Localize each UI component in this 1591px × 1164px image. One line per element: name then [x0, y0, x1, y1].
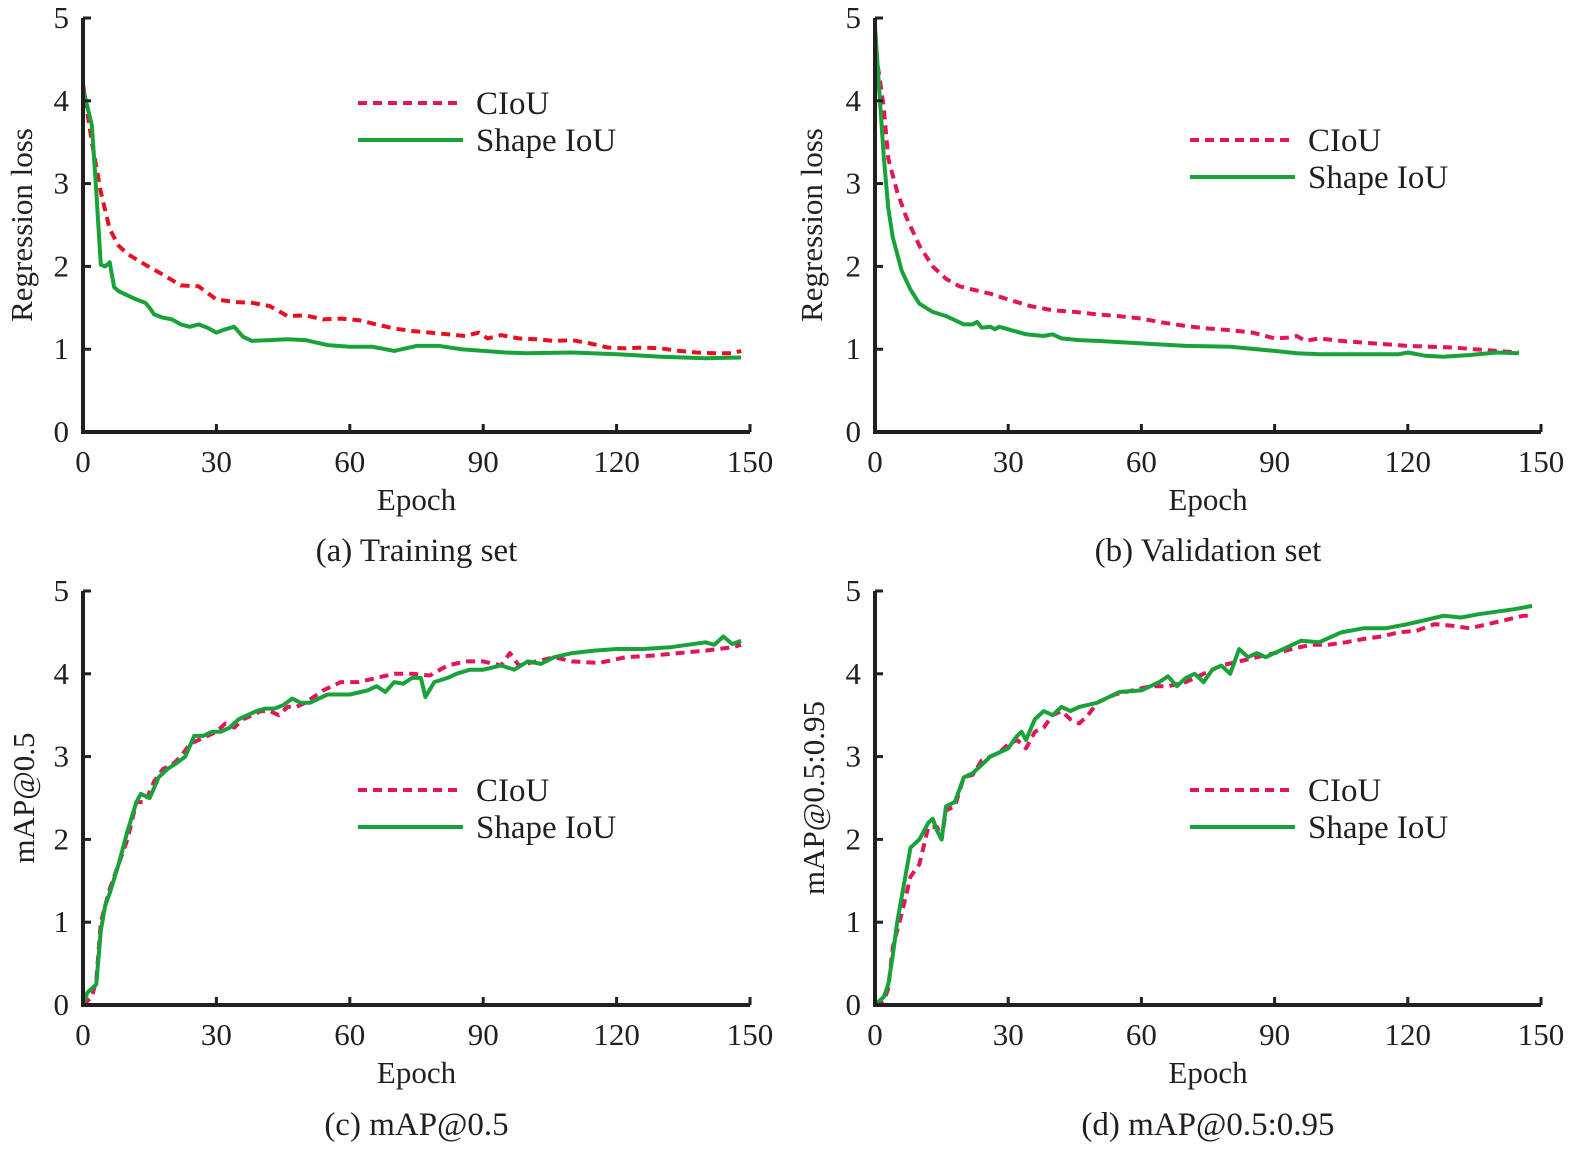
- series-line-ciou: [873, 50, 1519, 355]
- x-tick-label: 90: [1259, 1017, 1290, 1052]
- axis-frame: [873, 591, 1541, 1007]
- x-tick-label: 90: [468, 1017, 499, 1052]
- legend: CIoU Shape IoU: [1190, 773, 1448, 846]
- chart-panel-map50-95: 0 30 60 90 120 150 0 1 2 3 4 5 mAP@0.5:0.95 Epoch (…: [796, 573, 1564, 1143]
- y-tick-label: 2: [54, 821, 70, 856]
- y-tick-label: 5: [54, 573, 70, 608]
- series-line-shape-iou: [873, 26, 1519, 359]
- y-axis-label: mAP@0.5: [6, 732, 41, 863]
- axes: 0 30 60 90 120 150 0 1 2 3 4 5: [846, 573, 1565, 1052]
- x-tick-label: 150: [727, 1017, 774, 1052]
- legend-label-shape-iou: Shape IoU: [1308, 810, 1448, 846]
- y-axis-label: mAP@0.5:0.95: [796, 701, 831, 895]
- y-tick-label: 3: [846, 166, 862, 201]
- y-tick-label: 1: [54, 904, 70, 939]
- plot-area: [873, 603, 1533, 1007]
- x-tick-label: 60: [1126, 1017, 1157, 1052]
- series-line-ciou: [81, 642, 742, 1007]
- axis-frame: [81, 591, 750, 1007]
- x-axis-label: Epoch: [1168, 482, 1248, 517]
- x-tick-label: 60: [334, 1017, 365, 1052]
- y-tick-label: 1: [54, 331, 70, 366]
- legend: CIoU Shape IoU: [358, 773, 616, 846]
- y-tick-label: 1: [846, 331, 862, 366]
- x-tick-label: 60: [1126, 444, 1157, 479]
- y-tick-label: 4: [846, 83, 862, 118]
- panel-caption: (b) Validation set: [1095, 533, 1322, 569]
- x-tick-label: 30: [201, 444, 232, 479]
- axis-frame: [81, 18, 750, 434]
- y-tick-label: 5: [54, 0, 70, 35]
- y-tick-label: 3: [846, 739, 862, 774]
- y-tick-label: 4: [54, 656, 70, 691]
- x-tick-label: 120: [1385, 1017, 1432, 1052]
- x-tick-label: 60: [334, 444, 365, 479]
- series-line-shape-iou: [873, 603, 1533, 1007]
- y-tick-label: 0: [54, 414, 70, 449]
- x-tick-label: 120: [593, 1017, 640, 1052]
- plot-area: [873, 26, 1519, 359]
- x-tick-label: 150: [1518, 444, 1565, 479]
- y-axis-label: Regression loss: [794, 128, 829, 322]
- y-tick-label: 5: [846, 0, 862, 35]
- chart-panel-training-set: 0 30 60 90 120 150 0 1 2 3 4 5 Regression loss Epoc…: [4, 0, 773, 569]
- y-tick-label: 2: [54, 248, 70, 283]
- x-axis-label: Epoch: [1168, 1055, 1248, 1090]
- x-tick-label: 30: [993, 1017, 1024, 1052]
- y-tick-label: 2: [846, 821, 862, 856]
- x-tick-label: 90: [468, 444, 499, 479]
- x-tick-label: 0: [867, 444, 883, 479]
- legend-label-shape-iou: Shape IoU: [476, 123, 616, 159]
- axes: 0 30 60 90 120 150 0 1 2 3 4 5: [54, 573, 774, 1052]
- legend: CIoU Shape IoU: [1190, 123, 1448, 196]
- y-tick-label: 0: [846, 414, 862, 449]
- y-tick-label: 1: [846, 904, 862, 939]
- chart-panel-validation-set: 0 30 60 90 120 150 0 1 2 3 4 5 Regression loss Epoc…: [794, 0, 1564, 569]
- axis-frame: [873, 18, 1541, 434]
- legend-label-ciou: CIoU: [476, 773, 550, 809]
- series-line-shape-iou: [81, 634, 742, 1006]
- panel-caption: (d) mAP@0.5:0.95: [1081, 1107, 1334, 1143]
- legend-label-ciou: CIoU: [476, 86, 550, 122]
- y-tick-label: 0: [846, 987, 862, 1022]
- x-tick-label: 0: [75, 1017, 91, 1052]
- legend: CIoU Shape IoU: [358, 86, 616, 159]
- y-tick-label: 3: [54, 166, 70, 201]
- x-tick-label: 0: [867, 1017, 883, 1052]
- y-tick-label: 4: [846, 656, 862, 691]
- legend-label-shape-iou: Shape IoU: [1308, 160, 1448, 196]
- panel-caption: (c) mAP@0.5: [324, 1107, 508, 1143]
- y-axis-label: Regression loss: [4, 128, 39, 322]
- x-tick-label: 90: [1259, 444, 1290, 479]
- y-tick-label: 2: [846, 248, 862, 283]
- x-tick-label: 120: [593, 444, 640, 479]
- y-tick-label: 5: [846, 573, 862, 608]
- x-tick-label: 0: [75, 444, 91, 479]
- x-tick-label: 120: [1385, 444, 1432, 479]
- axes: 0 30 60 90 120 150 0 1 2 3 4 5: [846, 0, 1565, 479]
- series-line-ciou: [81, 83, 742, 356]
- legend-label-ciou: CIoU: [1308, 773, 1382, 809]
- chart-panel-map50: 0 30 60 90 120 150 0 1 2 3 4 5 mAP@0.5 Epoch (c) mA…: [6, 573, 773, 1143]
- x-tick-label: 150: [1518, 1017, 1565, 1052]
- x-axis-label: Epoch: [377, 1055, 457, 1090]
- y-tick-label: 4: [54, 83, 70, 118]
- panel-caption: (a) Training set: [316, 533, 518, 569]
- y-tick-label: 3: [54, 739, 70, 774]
- axes: 0 30 60 90 120 150 0 1 2 3 4 5: [54, 0, 774, 479]
- plot-area: [81, 83, 742, 361]
- x-tick-label: 30: [201, 1017, 232, 1052]
- plot-area: [81, 634, 742, 1007]
- legend-label-shape-iou: Shape IoU: [476, 810, 616, 846]
- y-tick-label: 0: [54, 987, 70, 1022]
- legend-label-ciou: CIoU: [1308, 123, 1382, 159]
- x-tick-label: 30: [993, 444, 1024, 479]
- series-line-shape-iou: [81, 87, 742, 361]
- x-axis-label: Epoch: [377, 482, 457, 517]
- x-tick-label: 150: [727, 444, 774, 479]
